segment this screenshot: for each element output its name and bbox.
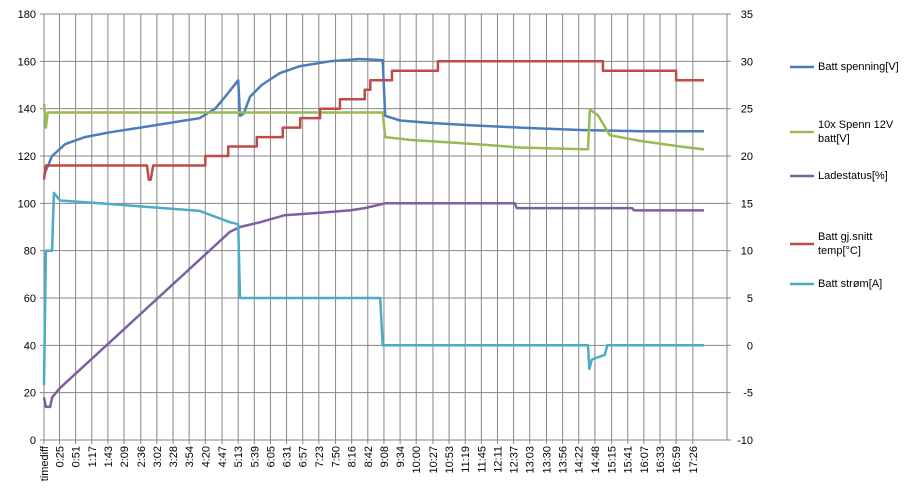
legend-label: 10x Spenn 12V batt[V] xyxy=(818,119,894,145)
y-tick-label: 180 xyxy=(18,9,36,21)
x-tick-label: 16:07 xyxy=(639,446,651,474)
series-line xyxy=(42,103,705,151)
series-line xyxy=(42,57,704,176)
x-tick-label: 12:11 xyxy=(492,446,504,473)
y2-tick-label: -10 xyxy=(737,435,753,447)
x-tick-label: 12:37 xyxy=(509,446,521,474)
series-line xyxy=(42,202,704,409)
y-tick-label: 0 xyxy=(30,435,36,447)
x-tick-label: 9:08 xyxy=(379,446,391,467)
x-tick-label: 11:19 xyxy=(460,446,472,473)
y2-tick-label: 20 xyxy=(741,151,753,163)
x-tick-label: 3:54 xyxy=(184,446,196,467)
y-tick-label: 60 xyxy=(24,293,36,305)
x-tick-label: 17:26 xyxy=(688,446,700,474)
x-tick-label: 14:48 xyxy=(590,446,602,474)
series-line xyxy=(42,191,704,386)
y2-tick-label: 25 xyxy=(741,104,753,116)
x-tick-label: 13:56 xyxy=(558,446,570,474)
x-tick-label: 2:09 xyxy=(119,446,131,467)
x-tick-label: 9:34 xyxy=(395,446,407,467)
x-tick-label: 11:45 xyxy=(476,446,488,473)
legend-label: Batt strøm[A] xyxy=(818,278,883,290)
x-tick-label: 15:15 xyxy=(607,446,619,474)
y-tick-label: 120 xyxy=(18,151,36,163)
x-tick-label: 10:53 xyxy=(444,446,456,474)
y2-tick-label: 35 xyxy=(741,9,753,21)
y2-tick-label: 10 xyxy=(741,246,753,258)
x-tick-label: 7:50 xyxy=(331,446,343,467)
x-tick-label: 4:47 xyxy=(217,446,229,467)
x-tick-label: 1:17 xyxy=(87,446,99,467)
y2-tick-label: 0 xyxy=(747,340,753,352)
x-tick-label: 16:33 xyxy=(655,446,667,474)
x-tick-label: 10:27 xyxy=(428,446,440,474)
x-tick-label: 7:23 xyxy=(314,446,326,467)
legend-label: Ladestatus[%] xyxy=(818,170,888,182)
y-tick-label: 140 xyxy=(18,104,36,116)
legend-label: Batt gj.snitt temp[°C] xyxy=(818,231,873,257)
series-line xyxy=(42,60,704,181)
x-tick-label: 1:43 xyxy=(103,446,115,467)
x-tick-label: 13:30 xyxy=(541,446,553,474)
x-tick-label: 2:36 xyxy=(136,446,148,467)
x-tick-label: 3:02 xyxy=(152,446,164,467)
x-tick-label: 10:00 xyxy=(411,446,423,474)
x-tick-label: 5:39 xyxy=(249,446,261,467)
x-tick-label: 6:57 xyxy=(298,446,310,467)
x-tick-label: 5:13 xyxy=(233,446,245,467)
x-tick-label: 6:31 xyxy=(282,446,294,467)
x-tick-label: 8:42 xyxy=(363,446,375,467)
x-tick-label: 8:16 xyxy=(347,446,359,467)
y-tick-label: 40 xyxy=(24,340,36,352)
y2-tick-label: 5 xyxy=(747,293,753,305)
x-tick-label: 13:03 xyxy=(525,446,537,474)
x-tick-label: 15:41 xyxy=(623,446,635,474)
y2-tick-label: -5 xyxy=(743,388,753,400)
y2-tick-label: 15 xyxy=(741,198,753,210)
y2-tick-label: 30 xyxy=(741,56,753,68)
x-tick-label: 6:05 xyxy=(265,446,277,467)
x-tick-label: 14:22 xyxy=(574,446,586,474)
x-tick-label: 0:25 xyxy=(55,446,67,467)
x-tick-label: 0:51 xyxy=(71,446,83,467)
x-tick-label: 4:20 xyxy=(200,446,212,467)
x-tick-label: 16:59 xyxy=(671,446,683,474)
x-tick-label: 3:28 xyxy=(168,446,180,467)
legend-label: Batt spenning[V] xyxy=(818,61,899,73)
y-tick-label: 80 xyxy=(24,246,36,258)
x-tick-label: timediff xyxy=(39,445,51,481)
y-tick-label: 160 xyxy=(18,56,36,68)
y-tick-label: 20 xyxy=(24,388,36,400)
y-tick-label: 100 xyxy=(18,198,36,210)
